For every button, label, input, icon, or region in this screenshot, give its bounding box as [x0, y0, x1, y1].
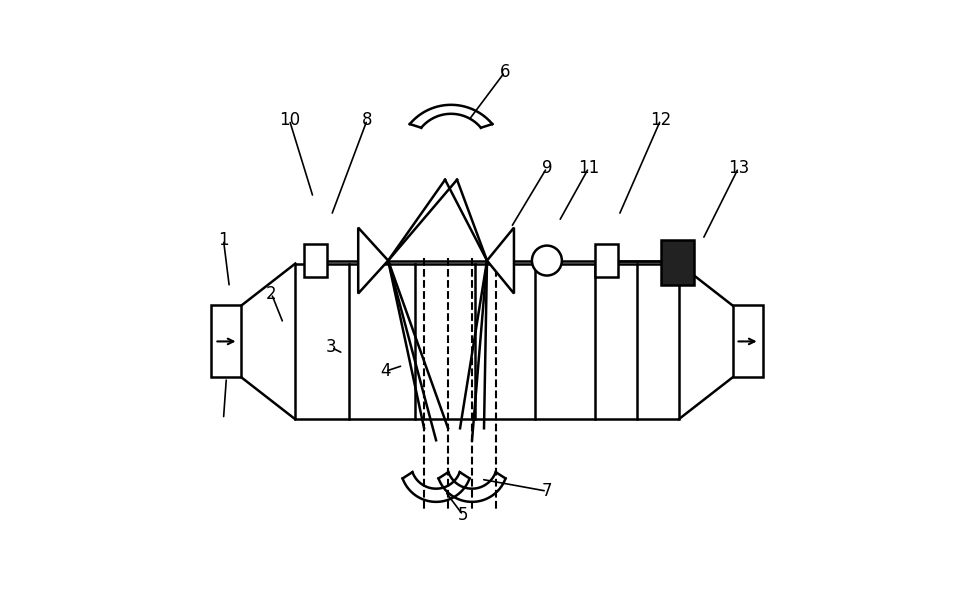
Text: 5: 5: [458, 506, 468, 524]
Text: 2: 2: [266, 285, 277, 302]
Bar: [304, 244, 327, 277]
Bar: [732, 305, 763, 377]
Text: 10: 10: [279, 111, 300, 129]
Bar: [660, 240, 693, 285]
Text: 13: 13: [728, 159, 749, 177]
Text: 9: 9: [542, 159, 552, 177]
Bar: [295, 264, 679, 419]
Text: 8: 8: [362, 111, 372, 129]
Text: 1: 1: [218, 231, 229, 249]
Text: 3: 3: [326, 338, 337, 356]
Polygon shape: [487, 228, 514, 294]
Text: 7: 7: [542, 482, 552, 500]
Text: 12: 12: [650, 111, 671, 129]
Text: 11: 11: [579, 159, 599, 177]
Text: 4: 4: [380, 362, 391, 380]
Circle shape: [532, 246, 562, 276]
Text: 6: 6: [500, 63, 510, 81]
Bar: [211, 305, 242, 377]
Bar: [595, 244, 618, 277]
Polygon shape: [358, 228, 389, 294]
